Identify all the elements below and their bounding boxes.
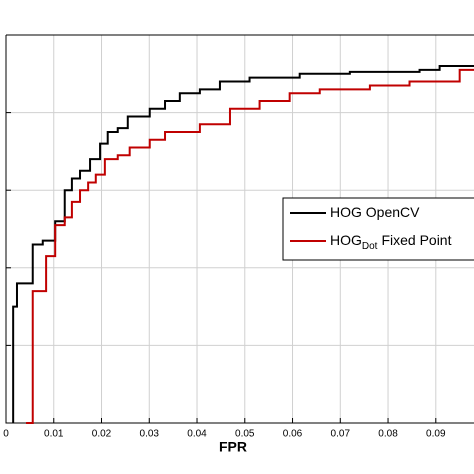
legend-label: HOGDot Fixed Point	[330, 232, 452, 252]
x-tick-label: 0.04	[187, 429, 207, 440]
x-tick-label: 0	[3, 429, 9, 440]
x-tick-label: 0.01	[44, 429, 64, 440]
x-tick-label: 0.06	[283, 429, 303, 440]
roc-curve	[12, 65, 474, 423]
legend-text: HOG	[330, 232, 362, 248]
x-tick-label: 0.05	[235, 429, 255, 440]
legend-label: HOG OpenCV	[330, 204, 420, 220]
x-tick-label: 0.08	[378, 429, 398, 440]
x-tick-label: 0.03	[140, 429, 160, 440]
x-tick-label: 0.07	[331, 429, 351, 440]
legend-text: HOG OpenCV	[330, 204, 420, 220]
x-tick-label: 0.02	[92, 429, 112, 440]
x-tick-label: 0.09	[426, 429, 446, 440]
legend-box	[282, 197, 474, 261]
axes-frame	[5, 34, 474, 424]
roc-curve	[26, 68, 474, 424]
legend-text: Dot	[362, 241, 378, 252]
x-axis-label: FPR	[219, 439, 247, 455]
legend-text: Fixed Point	[381, 232, 451, 248]
